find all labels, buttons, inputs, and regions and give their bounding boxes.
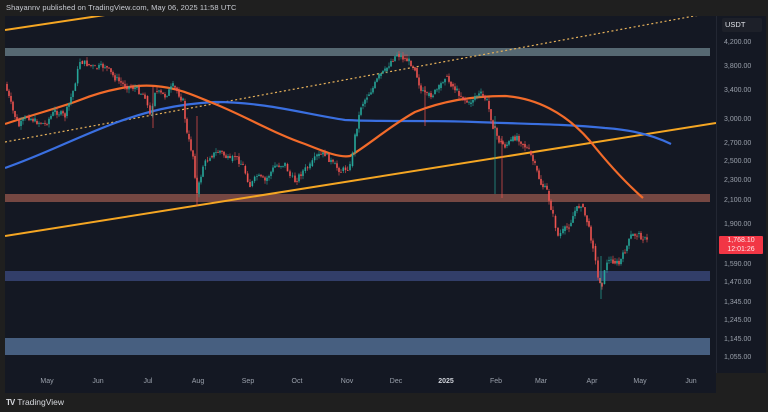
ma-100-line[interactable] [5,84,644,199]
ma-200-line[interactable] [5,100,672,170]
time-tick-label: Feb [489,378,503,385]
price-tick-label: 2,500.00 [724,158,752,165]
support-zone-lower [5,338,710,355]
resistance-zone-mid [5,194,710,202]
price-chart[interactable] [5,16,716,373]
time-tick-label: Jun [92,378,104,385]
time-tick-label: Jun [685,378,697,385]
time-axis[interactable]: May Jun Jul Aug Sep Oct Nov Dec 2025 Feb Mar Apr May… [5,373,716,393]
time-tick-label: Sep [241,378,255,385]
time-tick-label: 2025 [438,378,454,385]
price-tick-label: 3,800.00 [724,63,752,70]
current-price-value: 1,768.10 [727,237,755,244]
current-price-badge: 1,768.10 12:01:26 [719,236,763,254]
price-tick-label: 1,590.00 [724,261,752,268]
tradingview-logo[interactable]: TV TradingView [6,397,64,407]
price-tick-label: 2,700.00 [724,140,752,147]
upper-channel-line[interactable] [5,16,205,31]
price-tick-label: 1,145.00 [724,336,752,343]
price-tick-label: 2,100.00 [724,197,752,204]
candlestick-series [6,51,648,299]
support-zone [5,271,710,281]
price-tick-label: 1,245.00 [724,317,752,324]
price-tick-label: 4,200.00 [724,39,752,46]
price-tick-label: 1,345.00 [724,299,752,306]
time-tick-label: Apr [586,378,598,385]
footer: TV TradingView [0,393,768,412]
tradingview-brand: TradingView [17,397,65,407]
price-axis[interactable]: USDT 4,200.00 3,800.00 3,400.00 3,000.00 2,7… [716,16,767,373]
time-tick-label: Mar [534,378,548,385]
price-tick-label: 1,055.00 [724,354,752,361]
time-tick-label: May [40,378,54,385]
price-tick-label: 2,300.00 [724,177,752,184]
time-tick-label: Dec [389,378,403,385]
time-tick-label: Oct [291,378,303,385]
price-tick-label: 1,470.00 [724,279,752,286]
time-tick-label: Aug [191,378,205,385]
chart-pane[interactable] [5,16,716,373]
time-tick-label: May [633,378,647,385]
right-edge [766,16,768,393]
publisher-header: Shayannv published on TradingView.com, M… [0,0,768,16]
price-tick-label: 3,000.00 [724,116,752,123]
tradingview-logo-icon: TV [6,397,15,407]
bar-countdown: 12:01:26 [727,245,755,253]
time-tick-label: Nov [340,378,354,385]
middle-channel-line[interactable] [5,16,716,143]
price-tick-label: 3,400.00 [724,87,752,94]
time-tick-label: Jul [143,378,153,385]
currency-label[interactable]: USDT [722,18,762,32]
price-tick-label: 1,900.00 [724,221,752,228]
resistance-zone-top [5,48,710,56]
lower-channel-line[interactable] [5,122,716,237]
publisher-text: Shayannv published on TradingView.com, M… [6,3,237,12]
